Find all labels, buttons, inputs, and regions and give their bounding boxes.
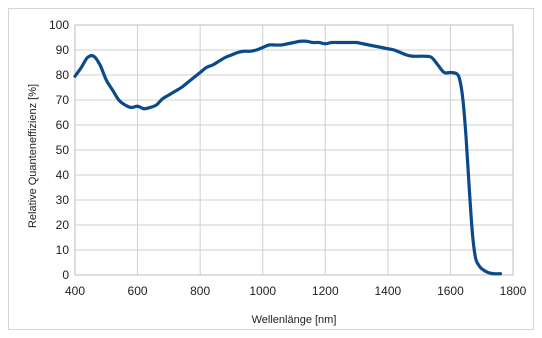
y-tick-label: 80 [56,68,70,82]
x-axis-label: Wellenlänge [nm] [252,314,337,326]
y-tick-label: 50 [56,143,70,157]
y-tick-label: 60 [56,118,70,132]
plot-area-border [74,24,514,276]
series-line [73,39,503,276]
x-tick-label: 1600 [437,284,464,298]
x-tick-label: 1200 [312,284,339,298]
grid-lines [74,24,514,276]
x-tick-label: 800 [190,284,210,298]
x-tick-label: 1800 [500,284,527,298]
y-tick-label: 100 [49,18,69,32]
x-tick-label: 1400 [375,284,402,298]
y-axis-label: Relative Quanteneffizienz [%] [27,84,39,228]
y-tick-label: 70 [56,93,70,107]
x-tick-label: 600 [128,284,148,298]
tick-labels: 0 10 20 30 40 50 60 70 80 90 100 400 600 800 1000 1200 1… [49,18,527,298]
y-tick-label: 40 [56,168,70,182]
chart-frame [8,8,534,330]
x-tick-label: 1000 [249,284,276,298]
y-tick-label: 0 [62,268,69,282]
x-tick-label: 400 [65,284,85,298]
y-tick-label: 10 [56,243,70,257]
y-tick-label: 20 [56,218,70,232]
y-tick-label: 30 [56,193,70,207]
y-tick-label: 90 [56,43,70,57]
